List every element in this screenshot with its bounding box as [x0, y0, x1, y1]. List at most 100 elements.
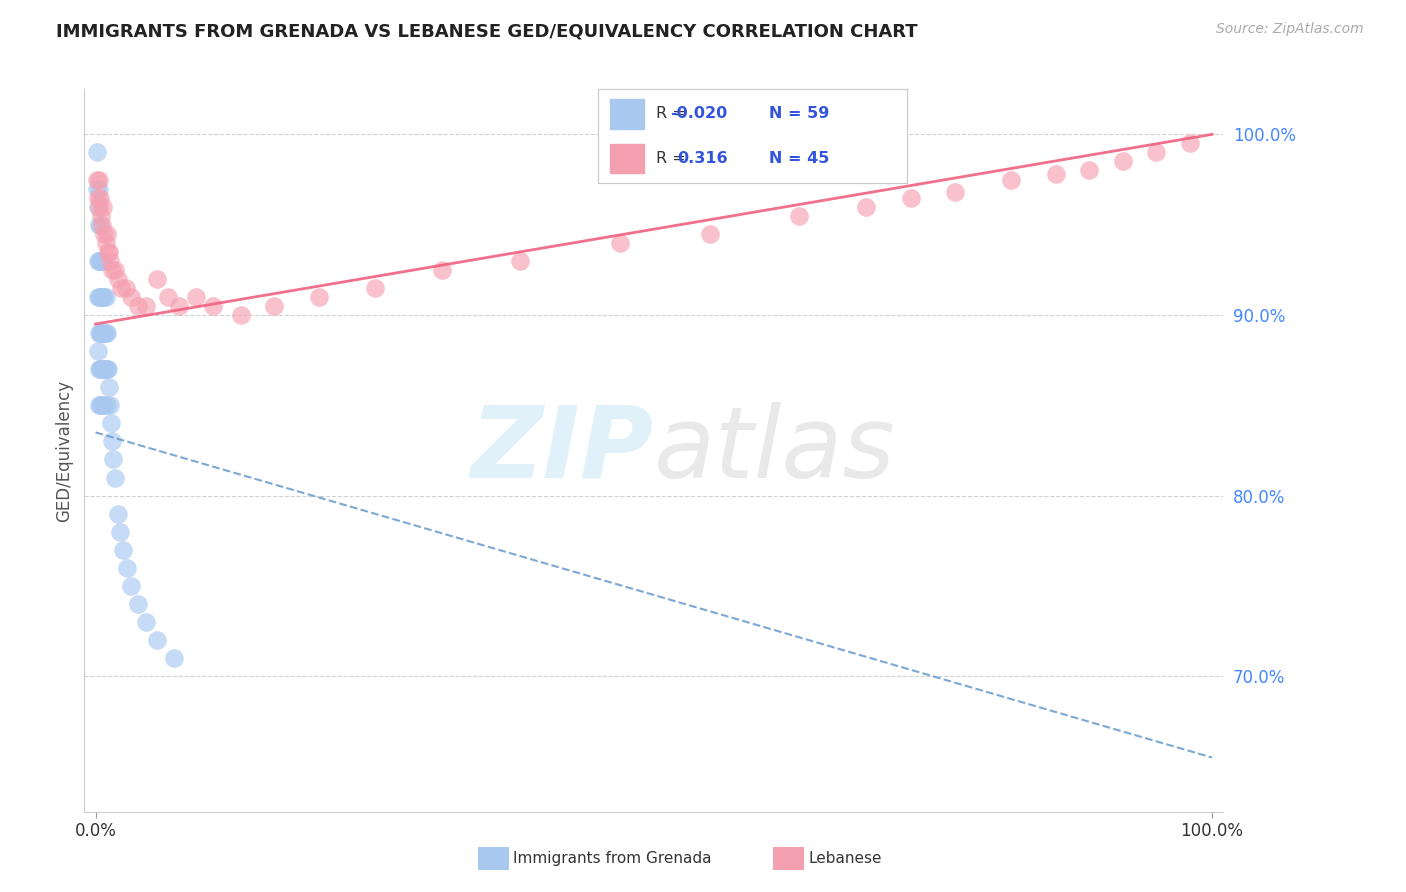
- Point: [89, 190, 111, 204]
- Point: [87, 362, 110, 376]
- Point: [90, 398, 112, 412]
- Point: [93, 398, 115, 412]
- Point: [86, 181, 108, 195]
- Point: [146, 272, 169, 286]
- Point: [363, 281, 385, 295]
- Point: [93, 362, 115, 376]
- Bar: [610, 98, 644, 128]
- Point: [93, 326, 115, 340]
- Point: [96, 362, 118, 376]
- Point: [93, 200, 115, 214]
- Y-axis label: GED/Equivalency: GED/Equivalency: [55, 379, 73, 522]
- Point: [89, 362, 111, 376]
- Text: N = 45: N = 45: [752, 151, 830, 166]
- Point: [86, 172, 108, 186]
- Point: [87, 172, 110, 186]
- Point: [87, 200, 110, 214]
- Point: [90, 362, 112, 376]
- Point: [114, 281, 136, 295]
- Point: [308, 290, 330, 304]
- Text: atlas: atlas: [654, 402, 896, 499]
- Point: [1000, 172, 1022, 186]
- Point: [87, 190, 110, 204]
- Point: [97, 380, 120, 394]
- Point: [1144, 145, 1167, 160]
- Point: [91, 290, 114, 304]
- Bar: [610, 144, 644, 173]
- Point: [943, 185, 966, 199]
- Text: R =: R =: [657, 106, 692, 121]
- Point: [107, 272, 129, 286]
- Point: [96, 227, 118, 241]
- Point: [157, 290, 180, 304]
- Text: R =: R =: [657, 151, 692, 166]
- Point: [87, 290, 110, 304]
- Point: [87, 200, 110, 214]
- Point: [430, 262, 453, 277]
- Point: [127, 597, 149, 611]
- Point: [103, 452, 125, 467]
- Point: [107, 507, 129, 521]
- Point: [94, 235, 117, 250]
- Point: [93, 362, 115, 376]
- Text: N = 59: N = 59: [752, 106, 830, 121]
- Point: [93, 326, 115, 340]
- Text: ZIP: ZIP: [471, 402, 654, 499]
- Point: [94, 290, 117, 304]
- Point: [89, 218, 111, 232]
- Point: [1045, 167, 1067, 181]
- Point: [87, 290, 110, 304]
- Point: [101, 434, 124, 449]
- Point: [900, 190, 922, 204]
- Point: [87, 181, 110, 195]
- Point: [101, 262, 124, 277]
- Point: [97, 244, 120, 259]
- Point: [201, 299, 224, 313]
- Point: [91, 253, 114, 268]
- Point: [90, 253, 112, 268]
- Point: [86, 145, 108, 160]
- Point: [103, 262, 125, 277]
- Point: [108, 524, 131, 539]
- Text: IMMIGRANTS FROM GRENADA VS LEBANESE GED/EQUIVALENCY CORRELATION CHART: IMMIGRANTS FROM GRENADA VS LEBANESE GED/…: [56, 22, 918, 40]
- Point: [1178, 136, 1201, 151]
- Text: -0.020: -0.020: [671, 106, 727, 121]
- Point: [89, 326, 111, 340]
- Point: [89, 398, 111, 412]
- Point: [787, 209, 810, 223]
- Point: [97, 362, 120, 376]
- Point: [1078, 163, 1101, 178]
- Point: [263, 299, 285, 313]
- Point: [87, 398, 110, 412]
- Point: [100, 417, 122, 431]
- Point: [90, 290, 112, 304]
- Point: [87, 344, 110, 359]
- Point: [110, 281, 132, 295]
- Point: [609, 235, 631, 250]
- Point: [97, 244, 120, 259]
- Point: [87, 326, 110, 340]
- Point: [89, 290, 111, 304]
- Point: [184, 290, 207, 304]
- Point: [135, 615, 157, 629]
- Text: Lebanese: Lebanese: [808, 851, 882, 865]
- Point: [96, 398, 118, 412]
- Point: [90, 209, 112, 223]
- Point: [91, 218, 114, 232]
- Point: [98, 398, 121, 412]
- Point: [93, 290, 115, 304]
- Point: [120, 579, 142, 593]
- Point: [1112, 154, 1135, 169]
- Point: [98, 253, 121, 268]
- Point: [855, 200, 877, 214]
- Point: [87, 253, 110, 268]
- Point: [91, 326, 114, 340]
- Text: Source: ZipAtlas.com: Source: ZipAtlas.com: [1216, 22, 1364, 37]
- Point: [94, 326, 117, 340]
- Point: [96, 326, 118, 340]
- Point: [127, 299, 149, 313]
- Point: [112, 542, 135, 557]
- Point: [163, 651, 186, 665]
- Text: Immigrants from Grenada: Immigrants from Grenada: [513, 851, 711, 865]
- Point: [169, 299, 191, 313]
